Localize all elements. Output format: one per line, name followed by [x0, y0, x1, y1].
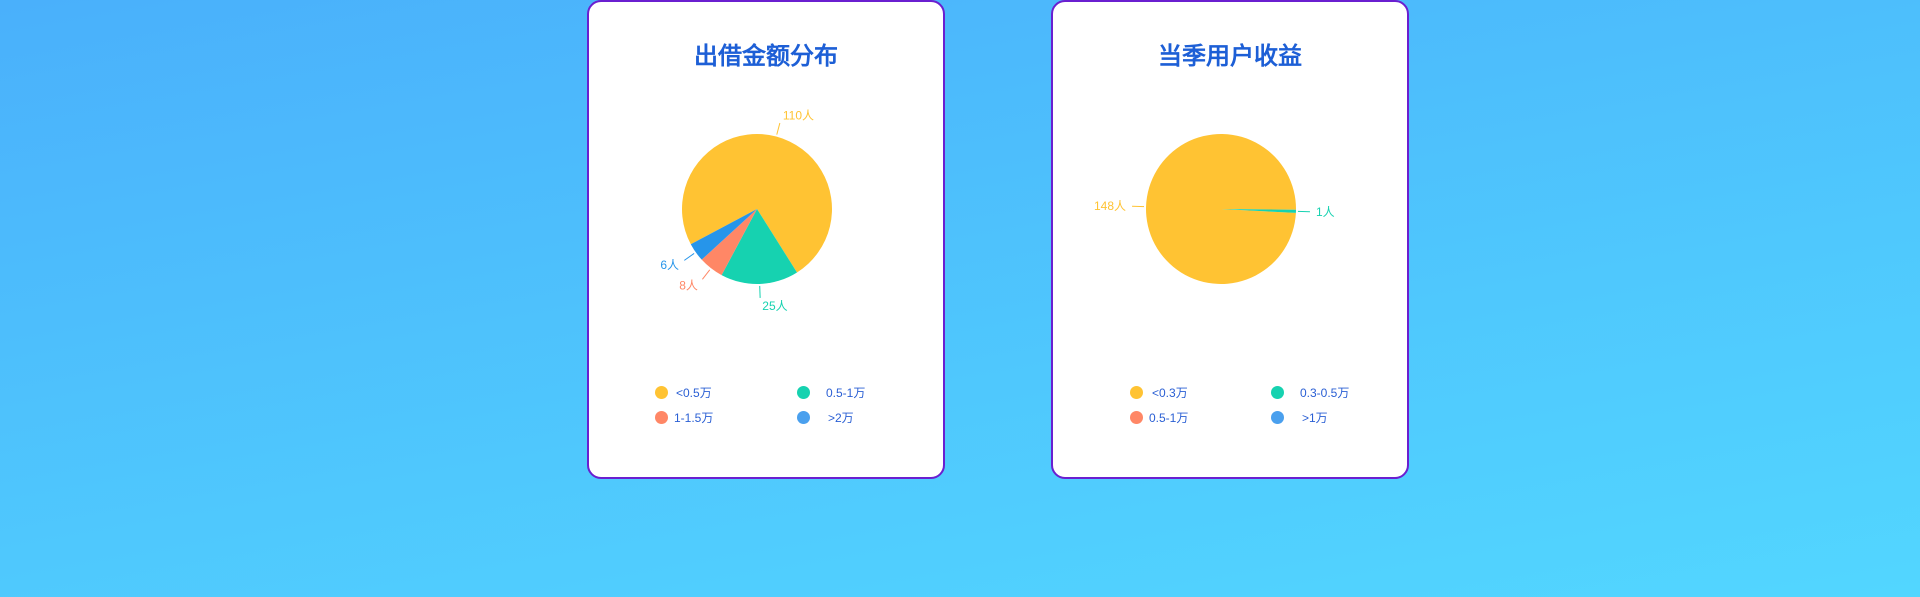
label-leader-line	[702, 269, 711, 280]
legend-swatch	[655, 386, 668, 399]
chart-legend: <0.3万 0.3-0.5万 0.5-1万 >1万	[1053, 384, 1407, 444]
legend-item[interactable]: >1万	[1271, 409, 1328, 426]
legend-label: >1万	[1302, 411, 1328, 425]
legend-label: >2万	[828, 411, 854, 425]
data-label: 6人	[660, 258, 679, 272]
legend-label: <0.3万	[1152, 386, 1188, 400]
legend-swatch	[1130, 411, 1143, 424]
data-label: 25人	[762, 299, 787, 313]
data-label: 1人	[1316, 205, 1335, 219]
legend-item[interactable]: 0.3-0.5万	[1271, 384, 1349, 401]
legend-swatch	[1271, 386, 1284, 399]
legend-swatch	[1130, 386, 1143, 399]
pie-slice[interactable]	[690, 209, 757, 260]
legend-item[interactable]: >2万	[797, 409, 854, 426]
lending-distribution-card: 出借金额分布 110人 25人 8人 6人 <0.5万 0.5-1万 1-1.5万 >…	[587, 0, 945, 479]
chart-title: 当季用户收益	[1158, 43, 1302, 70]
legend-item[interactable]: 0.5-1万	[1130, 409, 1188, 426]
quarterly-earnings-card: 当季用户收益 148人 1人 <0.3万 0.3-0.5万 0.5-1万 >1万	[1051, 0, 1409, 479]
legend-item[interactable]: 0.5-1万	[797, 384, 865, 401]
label-leader-line	[684, 253, 695, 261]
legend-label: <0.5万	[676, 386, 712, 400]
legend-label: 0.5-1万	[1149, 411, 1189, 425]
pie-slice[interactable]	[1221, 209, 1296, 213]
label-leader-line	[776, 122, 781, 135]
legend-swatch	[797, 411, 810, 424]
pie-slice[interactable]	[701, 209, 757, 276]
legend-swatch	[655, 411, 668, 424]
chart-legend: <0.5万 0.5-1万 1-1.5万 >2万	[589, 384, 943, 444]
legend-label: 1-1.5万	[674, 411, 714, 425]
legend-swatch	[1271, 411, 1284, 424]
quarterly-earnings-pie: 148人 1人	[1094, 133, 1335, 284]
data-label: 148人	[1094, 199, 1126, 213]
legend-label: 0.3-0.5万	[1300, 386, 1350, 400]
legend-item[interactable]: <0.3万	[1130, 384, 1188, 401]
legend-label: 0.5-1万	[826, 386, 866, 400]
pie-slice[interactable]	[721, 209, 797, 284]
chart-title: 出借金额分布	[694, 43, 838, 70]
pie-slice[interactable]	[1146, 133, 1296, 284]
pie-slice[interactable]	[682, 134, 832, 273]
legend-item[interactable]: 1-1.5万	[655, 409, 713, 426]
legend-item[interactable]: <0.5万	[655, 384, 712, 401]
data-label: 8人	[679, 279, 698, 293]
legend-swatch	[797, 386, 810, 399]
data-label: 110人	[783, 108, 814, 122]
